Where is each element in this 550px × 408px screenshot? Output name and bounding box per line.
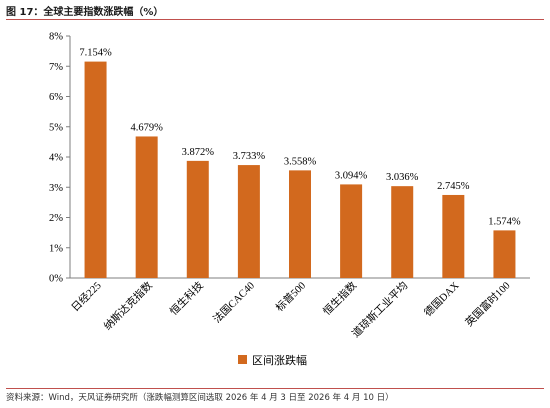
bar: [391, 186, 414, 278]
title-rule: [6, 19, 544, 20]
bar: [186, 160, 209, 278]
bar: [289, 170, 311, 278]
value-label: 3.558%: [284, 156, 317, 167]
y-tick-label: 3%: [49, 183, 63, 194]
value-label: 2.745%: [437, 181, 470, 192]
bar: [493, 230, 516, 278]
value-label: 4.679%: [130, 122, 163, 133]
bar: [237, 165, 260, 278]
source-note: 资料来源：Wind，天风证券研究所（涨跌幅测算区间选取 2026 年 4 月 3…: [6, 393, 394, 403]
x-category-label: 日经225: [68, 279, 103, 314]
bar: [84, 61, 107, 279]
y-tick-label: 8%: [49, 32, 63, 43]
value-label: 3.733%: [233, 151, 266, 162]
bar-chart: 0% 1% 2% 3% 4% 5% 6% 7% 8% 7.154% 4.679% 3.872% 3.7…: [49, 32, 530, 367]
x-category-label: 恒生科技: [167, 279, 206, 318]
x-category-label: 标普500: [273, 279, 308, 314]
value-label: 3.872%: [182, 147, 215, 158]
source-rule: [6, 388, 544, 389]
y-tick-label: 0%: [49, 274, 63, 285]
y-tick-label: 2%: [49, 213, 63, 224]
y-tick-label: 5%: [49, 122, 63, 133]
value-labels-group: 7.154% 4.679% 3.872% 3.733% 3.558% 3.094% 3.03…: [79, 48, 521, 228]
y-tick-label: 7%: [49, 62, 63, 73]
figure-title: 图 17：全球主要指数涨跌幅（%）: [6, 7, 164, 18]
legend: 区间涨跌幅: [238, 353, 307, 367]
x-category-label: 纳斯达克指数: [101, 279, 155, 333]
x-category-label: 法国CAC40: [210, 279, 257, 326]
x-category-label: 德国DAX: [421, 279, 461, 319]
bar: [135, 136, 158, 278]
y-tick-label: 4%: [49, 153, 63, 164]
bars-group: [84, 61, 516, 279]
value-label: 7.154%: [79, 48, 112, 59]
bar: [340, 184, 363, 278]
y-tick-label: 1%: [49, 243, 63, 254]
x-category-label: 恒生指数: [320, 279, 359, 318]
value-label: 3.036%: [386, 172, 419, 183]
legend-label: 区间涨跌幅: [252, 353, 307, 367]
x-category-label: 英国富时100: [463, 279, 513, 329]
y-tick-label: 6%: [49, 92, 63, 103]
value-label: 3.094%: [335, 170, 368, 181]
legend-swatch: [238, 355, 247, 364]
bar: [442, 194, 465, 278]
value-label: 1.574%: [488, 216, 521, 227]
